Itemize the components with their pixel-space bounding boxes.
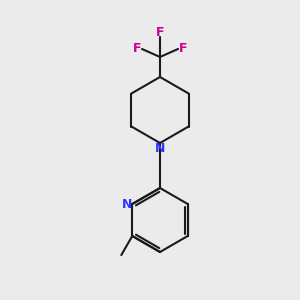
Text: F: F [156,26,164,38]
Text: F: F [179,43,187,56]
Text: N: N [155,142,165,155]
Text: F: F [133,43,141,56]
Text: N: N [122,197,133,211]
